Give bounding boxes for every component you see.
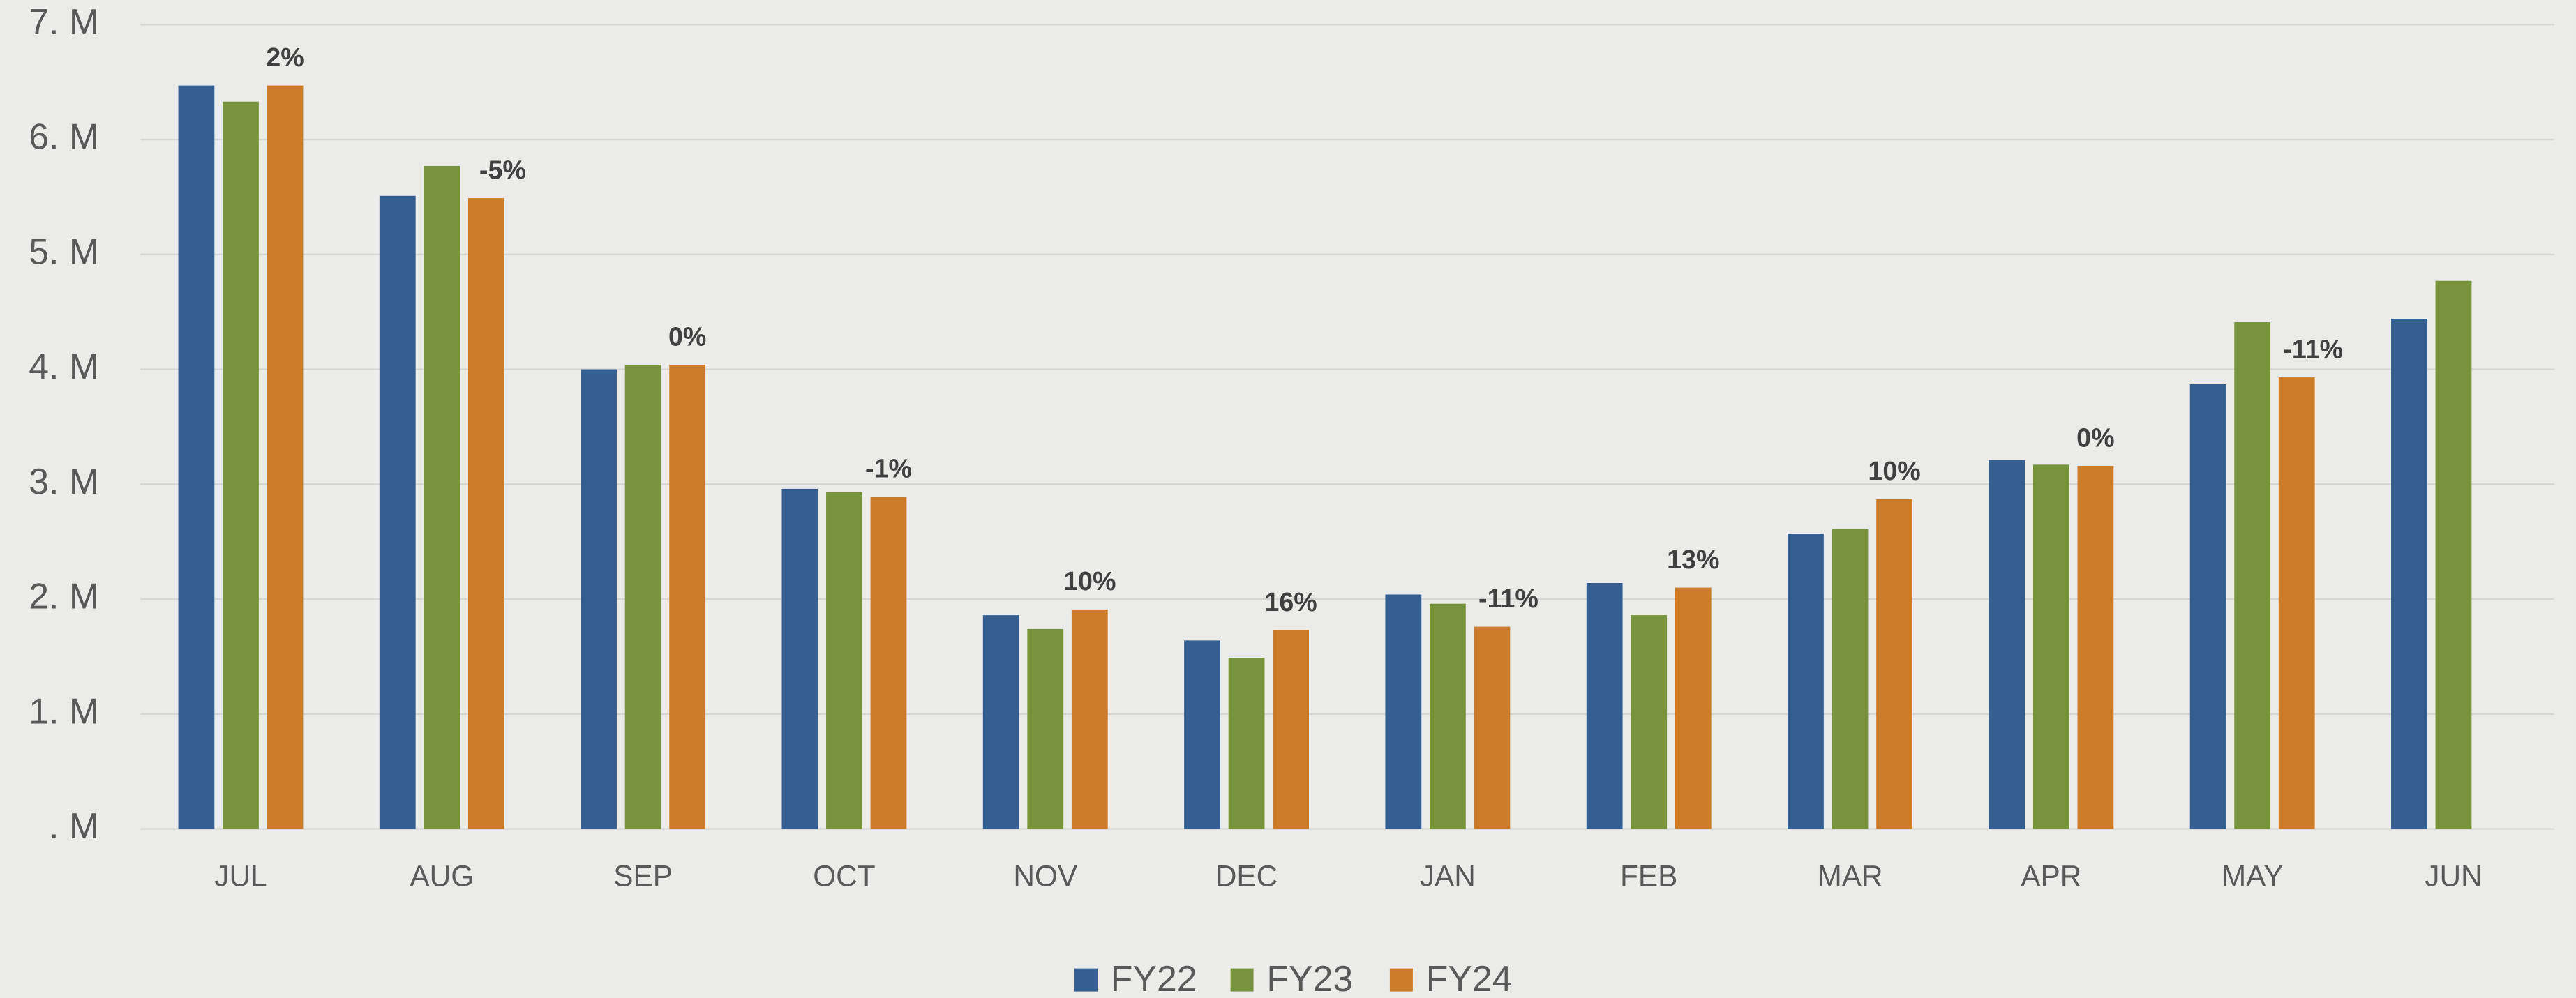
x-tick-label: JUL <box>214 859 267 892</box>
bar <box>982 615 1019 829</box>
bar <box>2032 464 2069 829</box>
y-tick-label: 3. M <box>29 461 99 501</box>
y-tick-label: 5. M <box>29 231 99 271</box>
data-label: -11% <box>2283 334 2343 363</box>
bar <box>1586 583 1623 829</box>
y-tick-label: 4. M <box>29 346 99 386</box>
bar <box>1631 615 1668 829</box>
y-tick-label: 2. M <box>29 576 99 617</box>
legend-label: FY24 <box>1426 958 1513 998</box>
x-tick-label: MAR <box>1817 859 1882 892</box>
bar <box>1989 460 2025 829</box>
bar <box>424 165 460 829</box>
bar <box>1876 499 1912 829</box>
bar <box>826 492 862 829</box>
bar <box>1184 640 1220 829</box>
x-tick-label: JUN <box>2425 859 2482 892</box>
data-label: 10% <box>1868 456 1920 485</box>
bar <box>1474 626 1511 829</box>
bar <box>1071 609 1108 829</box>
data-label: 0% <box>2076 423 2114 452</box>
y-tick-label: 1. M <box>29 690 99 731</box>
y-tick-label: . M <box>49 806 99 846</box>
bar <box>2077 465 2114 829</box>
bar <box>223 101 259 829</box>
legend-swatch <box>1074 968 1098 992</box>
data-label: 2% <box>266 43 304 72</box>
bar <box>379 195 416 829</box>
bar <box>1027 628 1064 829</box>
x-tick-label: NOV <box>1013 859 1078 892</box>
x-tick-label: OCT <box>813 859 875 892</box>
bar <box>467 198 504 829</box>
bar <box>2278 377 2315 829</box>
data-label: -11% <box>1478 584 1538 613</box>
x-tick-label: APR <box>2021 859 2081 892</box>
bar <box>1675 587 1712 829</box>
data-label: -5% <box>479 155 526 184</box>
bar <box>2391 319 2427 829</box>
bar <box>781 488 818 829</box>
data-label: 16% <box>1264 587 1317 617</box>
x-tick-label: DEC <box>1215 859 1278 892</box>
bar <box>1228 658 1265 829</box>
bar <box>1832 529 1869 829</box>
data-label: 0% <box>668 322 706 351</box>
bar <box>267 85 304 829</box>
y-tick-label: 7. M <box>29 1 99 42</box>
bar <box>1788 534 1824 829</box>
data-label: 10% <box>1063 566 1116 596</box>
data-label: 13% <box>1667 545 1719 574</box>
bar <box>624 364 661 829</box>
legend-label: FY22 <box>1111 958 1197 998</box>
bar <box>870 497 907 829</box>
bar <box>1385 594 1422 829</box>
x-tick-label: FEB <box>1620 859 1677 892</box>
bar <box>1273 630 1310 829</box>
x-tick-label: JAN <box>1420 859 1476 892</box>
y-tick-label: 6. M <box>29 116 99 157</box>
bar <box>178 85 215 829</box>
legend-label: FY23 <box>1266 958 1353 998</box>
bar <box>2435 280 2472 829</box>
bar <box>669 364 706 829</box>
data-label: -1% <box>865 454 912 483</box>
bar <box>2189 384 2226 829</box>
x-tick-label: SEP <box>613 859 673 892</box>
legend-swatch <box>1389 968 1413 992</box>
x-tick-label: MAY <box>2222 859 2284 892</box>
bar <box>2234 322 2271 829</box>
legend-swatch <box>1230 968 1254 992</box>
bar <box>1429 603 1466 829</box>
bar <box>581 369 617 829</box>
x-tick-label: AUG <box>410 859 474 892</box>
